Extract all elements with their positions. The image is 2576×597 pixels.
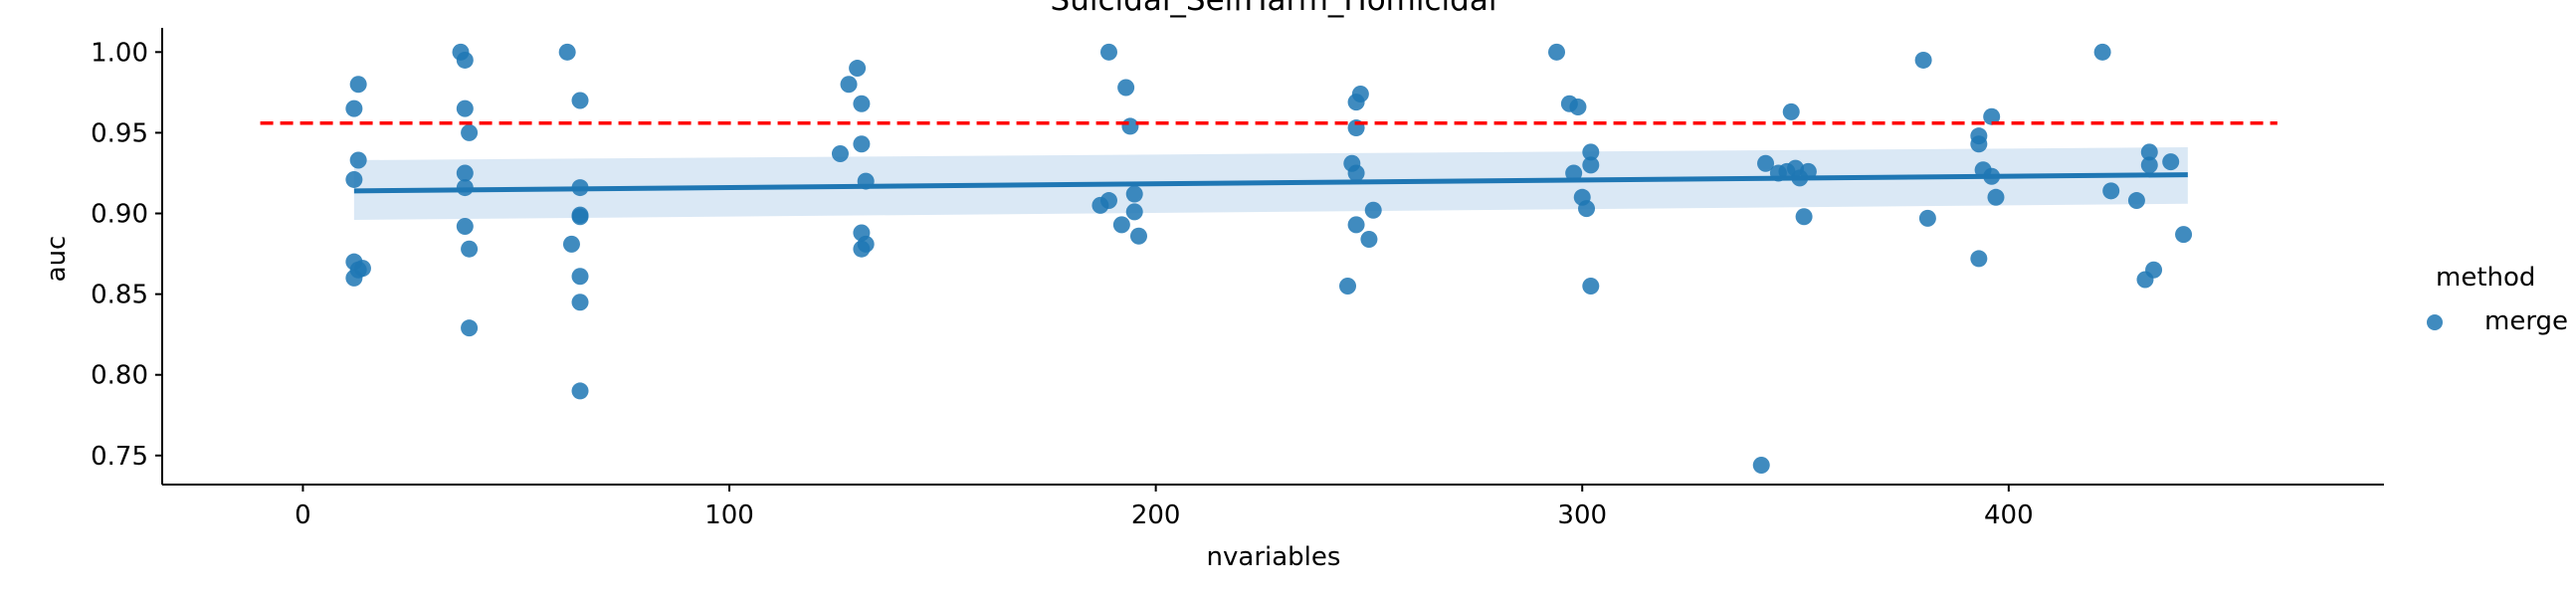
- data-point-30: [831, 145, 849, 163]
- data-point-48: [1347, 164, 1365, 182]
- data-point-60: [1578, 200, 1596, 218]
- data-point-0: [345, 100, 363, 117]
- legend-title: method: [2436, 263, 2535, 293]
- data-point-71: [1914, 51, 1932, 69]
- data-point-79: [1970, 250, 1988, 268]
- legend-label-merge: merge: [2484, 306, 2568, 336]
- ticks-layer: 0 100 200 300 400 0.75 0.80 0.85 0.90 0.95 1.00: [91, 38, 2034, 530]
- data-point-61: [1582, 278, 1600, 296]
- data-point-23: [571, 268, 589, 286]
- data-point-57: [1582, 156, 1600, 174]
- data-point-69: [1782, 102, 1800, 120]
- data-point-15: [461, 240, 479, 258]
- y-tick-label-1: 0.80: [91, 361, 148, 391]
- x-tick-label-2: 200: [1131, 500, 1181, 530]
- data-point-34: [853, 240, 871, 258]
- legend-marker-merge: [2427, 314, 2443, 330]
- x-axis-label: nvariables: [1207, 542, 1341, 572]
- data-point-86: [2175, 226, 2193, 244]
- data-point-50: [1347, 216, 1365, 234]
- data-point-51: [1360, 230, 1378, 248]
- data-point-78: [1918, 209, 1936, 227]
- data-point-7: [349, 261, 367, 279]
- data-point-41: [1125, 203, 1143, 221]
- y-tick-label-5: 1.00: [91, 38, 148, 68]
- data-point-27: [840, 76, 858, 94]
- data-point-14: [456, 217, 474, 235]
- data-point-82: [2140, 156, 2158, 174]
- data-point-17: [558, 43, 576, 61]
- data-point-40: [1091, 196, 1109, 214]
- legend: method merge: [2427, 263, 2568, 336]
- scatter-points-layer: [345, 43, 2193, 475]
- data-point-80: [2093, 43, 2111, 61]
- data-point-28: [853, 95, 871, 112]
- data-point-88: [2136, 271, 2154, 289]
- data-point-52: [1339, 278, 1357, 296]
- data-point-10: [456, 100, 474, 117]
- data-point-36: [1117, 79, 1135, 97]
- data-point-70: [1795, 208, 1813, 226]
- data-point-16: [461, 319, 479, 337]
- data-point-62: [1752, 457, 1770, 475]
- y-tick-label-0: 0.75: [91, 442, 148, 472]
- y-tick-label-4: 0.95: [91, 118, 148, 148]
- data-point-24: [571, 294, 589, 311]
- data-point-22: [562, 235, 580, 253]
- x-tick-label-3: 300: [1557, 500, 1607, 530]
- y-axis-label: auc: [42, 236, 72, 283]
- data-point-49: [1364, 201, 1382, 219]
- regression-line: [353, 172, 2188, 194]
- data-point-18: [571, 92, 589, 109]
- chart-title: Suicidal_SelfHarm_Homicidal: [1051, 0, 1497, 18]
- data-point-43: [1129, 227, 1147, 245]
- line-layer: [260, 120, 2278, 194]
- data-point-21: [571, 208, 589, 226]
- x-tick-label-0: 0: [295, 500, 311, 530]
- data-point-3: [345, 170, 363, 188]
- data-point-11: [461, 123, 479, 141]
- data-point-83: [2162, 153, 2180, 171]
- data-point-25: [571, 382, 589, 400]
- data-point-84: [2102, 182, 2120, 200]
- data-point-9: [456, 51, 474, 69]
- data-point-45: [1347, 94, 1365, 111]
- data-point-56: [1582, 143, 1600, 161]
- data-point-2: [349, 151, 367, 169]
- data-point-55: [1569, 98, 1587, 115]
- axes-layer: [161, 28, 2384, 486]
- data-point-37: [1121, 117, 1139, 135]
- data-point-63: [1757, 154, 1775, 172]
- data-point-1: [349, 76, 367, 94]
- data-point-85: [2127, 192, 2145, 210]
- data-point-35: [1099, 43, 1117, 61]
- data-point-53: [1548, 43, 1566, 61]
- y-tick-label-2: 0.85: [91, 281, 148, 310]
- data-point-77: [1987, 188, 2005, 206]
- data-point-72: [1983, 107, 2001, 125]
- data-point-26: [849, 60, 867, 78]
- data-point-38: [1125, 185, 1143, 203]
- x-tick-label-4: 400: [1984, 500, 2034, 530]
- data-point-12: [456, 164, 474, 182]
- data-point-58: [1565, 164, 1583, 182]
- y-tick-label-3: 0.90: [91, 200, 148, 230]
- data-point-29: [853, 135, 871, 153]
- x-tick-label-1: 100: [704, 500, 754, 530]
- data-point-81: [2140, 143, 2158, 161]
- data-point-42: [1112, 216, 1130, 234]
- data-point-74: [1970, 135, 1988, 153]
